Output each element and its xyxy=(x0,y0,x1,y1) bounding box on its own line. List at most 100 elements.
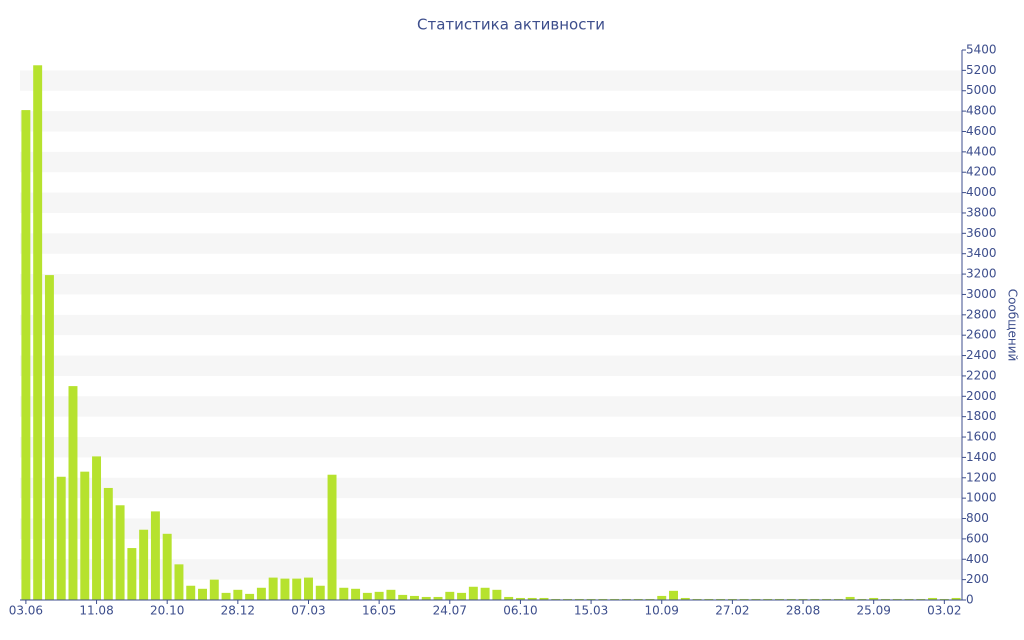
y-tick-label: 4200 xyxy=(966,165,997,179)
y-tick-label: 1000 xyxy=(966,491,997,505)
y-axis-label: Сообщений xyxy=(1006,289,1020,362)
bar xyxy=(409,595,419,600)
y-tick-label: 3600 xyxy=(966,226,997,240)
bar xyxy=(504,596,514,600)
x-tick-label: 10.09 xyxy=(645,604,679,618)
bar xyxy=(633,598,643,600)
y-tick-label: 2000 xyxy=(966,389,997,403)
bar xyxy=(610,598,620,600)
bar xyxy=(386,589,396,600)
bar xyxy=(115,505,125,600)
bar xyxy=(92,456,102,600)
bar xyxy=(292,578,302,600)
bar xyxy=(727,598,737,600)
bar xyxy=(822,598,832,600)
bar xyxy=(268,577,278,600)
bar xyxy=(351,588,361,600)
bar xyxy=(845,596,855,600)
bar xyxy=(563,598,573,600)
bar xyxy=(339,587,349,600)
y-tick-label: 3400 xyxy=(966,246,997,260)
bar xyxy=(586,598,596,600)
x-tick-label: 28.12 xyxy=(221,604,255,618)
bar xyxy=(916,598,926,600)
bar xyxy=(515,597,525,600)
bar xyxy=(44,275,54,600)
bar xyxy=(669,590,678,600)
grid-band xyxy=(20,314,962,336)
y-tick-label: 600 xyxy=(966,531,989,545)
bar xyxy=(492,589,502,600)
y-tick-label: 5200 xyxy=(966,63,997,77)
bar xyxy=(468,586,478,600)
bar xyxy=(621,598,631,600)
y-tick-label: 4000 xyxy=(966,185,997,199)
bar xyxy=(551,598,561,600)
bar xyxy=(457,592,467,600)
bar xyxy=(657,595,667,600)
grid-band xyxy=(20,396,962,417)
y-tick-label: 3200 xyxy=(966,267,997,281)
bar xyxy=(880,598,890,600)
y-tick-label: 1200 xyxy=(966,470,997,484)
grid-band xyxy=(20,192,962,213)
bar xyxy=(539,597,549,600)
bar xyxy=(374,591,384,600)
bar xyxy=(645,598,655,600)
y-tick-label: 2400 xyxy=(966,348,997,362)
bar xyxy=(833,598,843,600)
y-tick-label: 4600 xyxy=(966,124,997,138)
bar xyxy=(928,597,938,600)
bar xyxy=(33,65,43,601)
bar xyxy=(480,587,490,600)
bar xyxy=(21,110,31,600)
bar xyxy=(233,589,243,600)
bar xyxy=(857,598,867,600)
grid-band xyxy=(20,111,962,132)
bar xyxy=(704,598,714,600)
bar xyxy=(398,594,408,600)
y-tick-label: 0 xyxy=(966,593,974,607)
y-tick-label: 2800 xyxy=(966,307,997,321)
grid-band xyxy=(20,437,962,458)
bar xyxy=(904,598,914,600)
bar xyxy=(209,579,219,600)
x-tick-label: 27.02 xyxy=(715,604,749,618)
bar xyxy=(186,585,196,600)
x-tick-label: 06.10 xyxy=(503,604,537,618)
y-tick-label: 4400 xyxy=(966,144,997,158)
bar xyxy=(56,476,66,600)
bar xyxy=(327,474,337,600)
bar xyxy=(198,588,207,600)
x-tick-label: 25.09 xyxy=(857,604,891,618)
bar xyxy=(598,598,608,600)
y-tick-label: 800 xyxy=(966,511,989,525)
y-tick-label: 2200 xyxy=(966,368,997,382)
x-tick-label: 03.06 xyxy=(9,604,43,618)
bar xyxy=(304,577,313,600)
grid-band xyxy=(20,274,962,295)
bar xyxy=(798,598,808,600)
bar xyxy=(127,548,137,600)
grid-band xyxy=(20,559,962,580)
bar xyxy=(775,598,784,600)
grid-band xyxy=(20,518,962,539)
x-tick-label: 24.07 xyxy=(433,604,467,618)
y-tick-label: 3800 xyxy=(966,205,997,219)
bar xyxy=(763,598,773,600)
bar xyxy=(421,596,431,600)
y-tick-label: 5000 xyxy=(966,83,997,97)
x-tick-label: 20.10 xyxy=(150,604,184,618)
bar xyxy=(150,511,160,600)
bar xyxy=(810,598,820,600)
grid-band xyxy=(20,70,962,91)
bar xyxy=(80,471,90,600)
bar xyxy=(280,578,290,600)
bar xyxy=(445,591,455,600)
x-tick-label: 03.02 xyxy=(927,604,961,618)
bar xyxy=(751,598,761,600)
grid-band xyxy=(20,355,962,376)
grid-band xyxy=(20,477,962,499)
x-tick-label: 16.05 xyxy=(362,604,396,618)
